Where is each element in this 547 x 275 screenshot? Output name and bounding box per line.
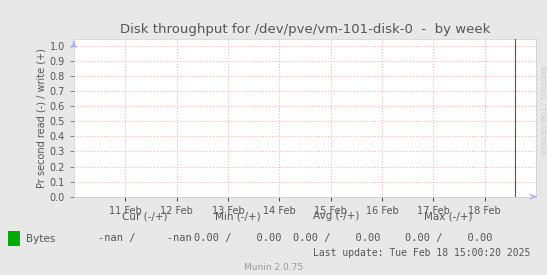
Text: 0.00 /    0.00: 0.00 / 0.00 [293,233,380,243]
Text: 0.00 /    0.00: 0.00 / 0.00 [405,233,492,243]
Text: Bytes: Bytes [26,233,55,244]
Text: Munin 2.0.75: Munin 2.0.75 [244,263,303,272]
Text: Last update: Tue Feb 18 15:00:20 2025: Last update: Tue Feb 18 15:00:20 2025 [313,249,531,258]
Text: Max (-/+): Max (-/+) [424,211,473,221]
Text: 0.00 /    0.00: 0.00 / 0.00 [194,233,282,243]
Text: Avg (-/+): Avg (-/+) [313,211,359,221]
Y-axis label: Pr second read (-) / write (+): Pr second read (-) / write (+) [37,48,46,188]
Text: Min (-/+): Min (-/+) [215,211,261,221]
Text: -nan /     -nan: -nan / -nan [98,233,192,243]
Text: Cur (-/+): Cur (-/+) [122,211,168,221]
Text: RRDTOOL / TOBI OETIKER: RRDTOOL / TOBI OETIKER [539,66,545,154]
Title: Disk throughput for /dev/pve/vm-101-disk-0  -  by week: Disk throughput for /dev/pve/vm-101-disk… [120,23,490,36]
